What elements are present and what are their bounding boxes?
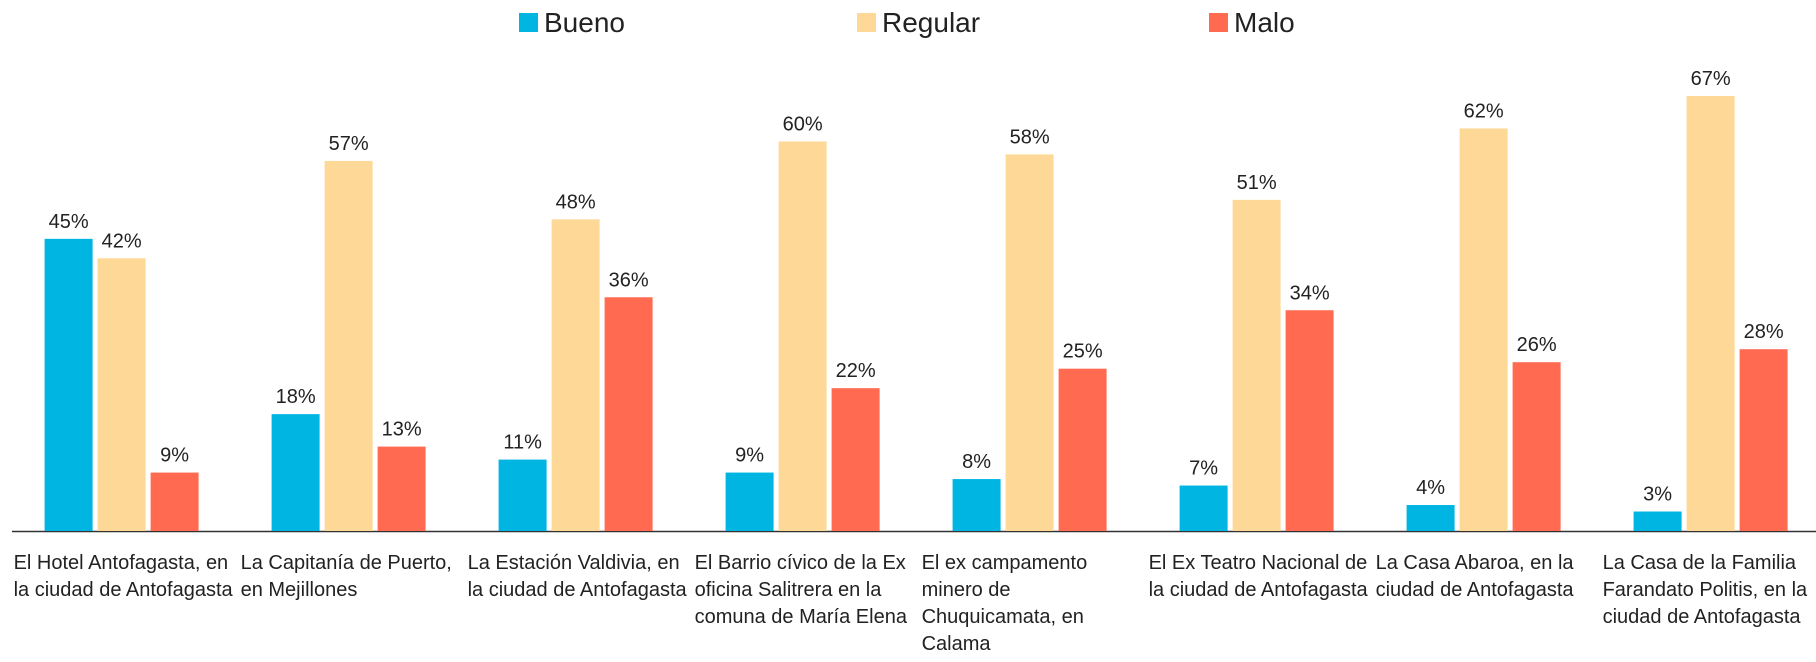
bar [551, 219, 600, 531]
category-label: La Capitanía de Puerto, en Mejillones [240, 552, 452, 601]
category-label: La Casa de la Familia Farandato Politis,… [1602, 552, 1808, 628]
data-label: 42% [102, 230, 142, 252]
category-label: La Estación Valdivia, en la ciudad de An… [467, 552, 687, 601]
bar [44, 238, 93, 531]
bar [271, 414, 320, 531]
bar [1179, 485, 1228, 531]
data-label: 22% [836, 360, 876, 382]
bar [377, 446, 426, 531]
bar [1686, 96, 1735, 531]
data-label: 8% [962, 451, 991, 473]
bar [1232, 199, 1281, 531]
bar [1005, 154, 1054, 531]
bar [324, 160, 373, 532]
category-label: El Barrio cívico de la Ex oficina Salitr… [694, 552, 907, 628]
data-label: 7% [1189, 458, 1218, 480]
bar [1058, 368, 1107, 531]
data-label: 34% [1290, 282, 1330, 304]
bar [778, 141, 827, 531]
bar [97, 258, 146, 531]
bar [1739, 349, 1788, 531]
data-label: 58% [1010, 126, 1050, 148]
data-label: 3% [1643, 484, 1672, 506]
data-label: 60% [783, 113, 823, 135]
data-label: 45% [49, 211, 89, 233]
bar [150, 472, 199, 531]
bar [1406, 505, 1455, 531]
legend-label: Regular [882, 7, 980, 38]
data-label: 18% [276, 386, 316, 408]
data-label: 48% [556, 191, 596, 213]
legend-label: Bueno [544, 7, 625, 38]
data-label: 67% [1691, 68, 1731, 90]
bar [1512, 362, 1561, 531]
data-label: 11% [503, 432, 542, 454]
legend-swatch [857, 13, 876, 32]
bar [1459, 128, 1508, 531]
data-label: 28% [1744, 321, 1784, 343]
category-label: La Casa Abaroa, en la ciudad de Antofaga… [1375, 552, 1574, 601]
bar [604, 297, 653, 531]
bar [1285, 310, 1334, 531]
data-label: 57% [329, 133, 369, 155]
bar [1633, 511, 1682, 531]
legend-swatch [519, 13, 538, 32]
data-label: 26% [1517, 334, 1557, 356]
bar [831, 388, 880, 531]
data-label: 13% [382, 419, 422, 441]
category-label: El Ex Teatro Nacional de la ciudad de An… [1148, 552, 1368, 601]
data-label: 36% [609, 269, 649, 291]
bar [725, 472, 774, 531]
category-label: El Hotel Antofagasta, en la ciudad de An… [13, 552, 233, 601]
category-label: El ex campamento minero de Chuquicamata,… [921, 552, 1088, 655]
bar [952, 479, 1001, 531]
data-label: 9% [160, 445, 189, 467]
data-label: 4% [1416, 477, 1445, 499]
data-label: 62% [1464, 100, 1504, 122]
legend-swatch [1209, 13, 1228, 32]
data-label: 9% [735, 445, 764, 467]
data-label: 51% [1237, 172, 1277, 194]
data-label: 25% [1063, 341, 1103, 363]
bar [498, 459, 547, 531]
legend-label: Malo [1234, 7, 1295, 38]
